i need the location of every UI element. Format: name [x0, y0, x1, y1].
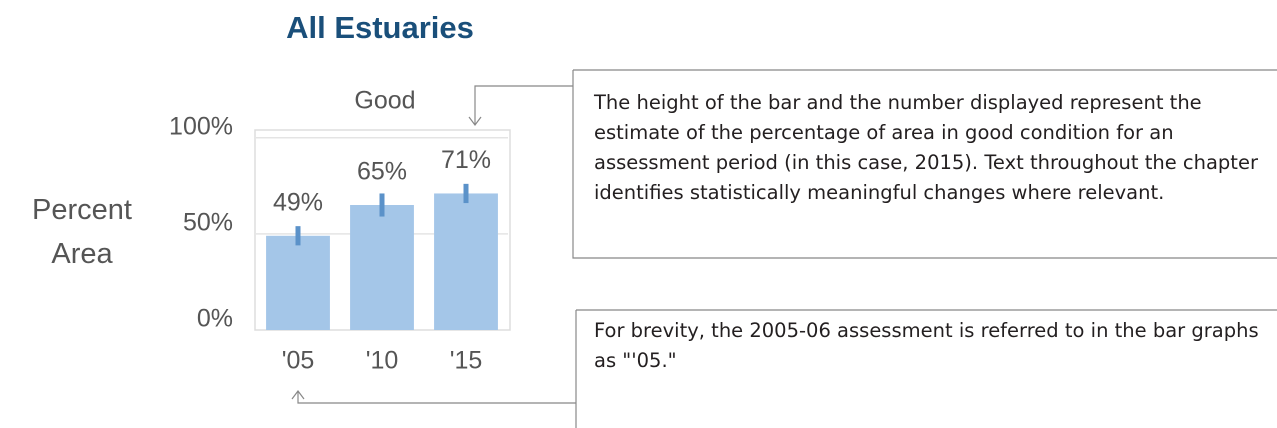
annotation: For brevity, the 2005-06 assessment is r… — [594, 319, 1259, 372]
connectors — [291, 69, 1277, 428]
connector — [297, 391, 576, 404]
value-label: 65% — [357, 158, 407, 186]
x-tick-label: '10 — [366, 347, 399, 375]
bar — [434, 193, 498, 330]
bar — [266, 235, 330, 330]
y-axis-label: Percent Area — [32, 194, 132, 270]
value-label: 71% — [441, 146, 491, 174]
value-label: 49% — [273, 188, 323, 216]
x-tick-label: '15 — [450, 347, 483, 375]
arrow-head — [291, 390, 305, 400]
x-tick-label: '05 — [282, 347, 315, 375]
y-tick-label: 0% — [197, 305, 233, 333]
annotation: The height of the bar and the number dis… — [594, 91, 1258, 204]
arrow-head — [468, 116, 482, 126]
y-tick-label: 50% — [183, 208, 233, 236]
y-tick-label: 100% — [169, 112, 233, 140]
chart-title: All Estuaries — [286, 10, 474, 45]
subtitle: Good — [354, 87, 415, 115]
note-border — [572, 70, 1277, 259]
connector — [474, 85, 573, 125]
bar — [350, 205, 414, 330]
